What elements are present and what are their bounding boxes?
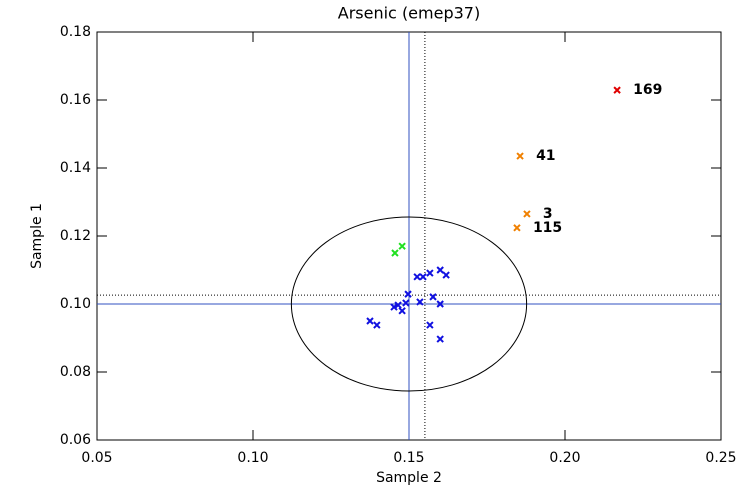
x-tick-label: 0.25 [705,450,736,466]
scatter-point [436,266,444,274]
scatter-point [402,299,410,307]
y-tick-label: 0.14 [60,160,91,176]
scatter-point [419,273,427,281]
point-label: 41 [536,148,555,164]
scatter-point [391,249,399,257]
chart-title: Arsenic (emep37) [338,4,480,23]
scatter-point [413,273,421,281]
y-tick-label: 0.06 [60,432,91,448]
scatter-point [429,293,437,301]
x-axis-label: Sample 2 [376,470,442,486]
scatter-point [442,271,450,279]
x-tick-label: 0.10 [237,450,268,466]
y-tick-label: 0.12 [60,228,91,244]
point-label: 169 [633,82,662,98]
scatter-point [373,321,381,329]
scatter-point [523,210,531,218]
scatter-point [398,307,406,315]
scatter-point [366,317,374,325]
scatter-point [390,303,398,311]
y-tick-label: 0.08 [60,364,91,380]
point-label: 115 [533,220,562,236]
scatter-point [613,86,621,94]
y-axis-label: Sample 1 [29,203,45,269]
x-tick-label: 0.20 [549,450,580,466]
scatter-point [416,298,424,306]
x-tick-label: 0.15 [393,450,424,466]
confidence-ellipse [290,216,528,392]
scatter-point [404,290,412,298]
x-tick-label: 0.05 [81,450,112,466]
scatter-point [426,321,434,329]
scatter-point [513,224,521,232]
point-label: 3 [543,206,553,222]
y-tick-label: 0.16 [60,92,91,108]
scatter-point [426,269,434,277]
scatter-point [394,301,402,309]
scatter-point [436,335,444,343]
scatter-point [398,242,406,250]
y-tick-label: 0.18 [60,24,91,40]
scatter-point [516,152,524,160]
y-tick-label: 0.10 [60,296,91,312]
scatter-point [436,300,444,308]
